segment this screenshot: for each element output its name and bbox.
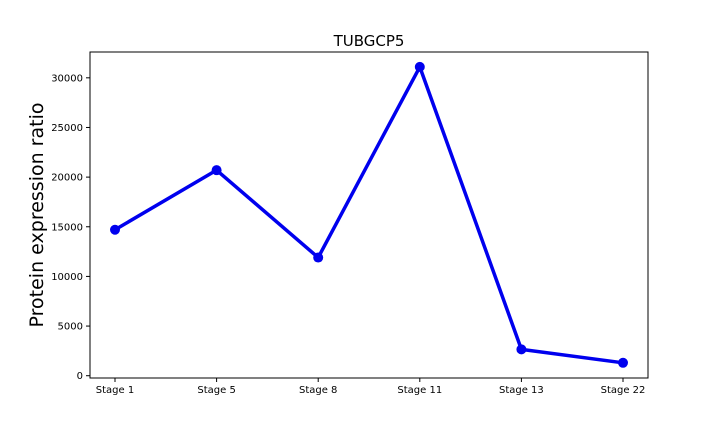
x-axis: Stage 1 Stage 5 Stage 8 Stage 11 Stage 13 Sta… (96, 378, 646, 396)
y-tick-label: 10000 (51, 272, 83, 283)
chart-title: TUBGCP5 (333, 32, 405, 50)
y-tick-label: 20000 (51, 173, 83, 184)
x-tick-label: Stage 8 (299, 385, 337, 396)
y-axis-label: Protein expression ratio (26, 103, 48, 328)
plot-area-frame (89, 51, 649, 379)
x-tick-label: Stage 5 (197, 385, 235, 396)
series-layer (110, 61, 628, 368)
data-point (618, 357, 628, 368)
y-tick-label: 15000 (51, 222, 83, 233)
y-tick-label: 0 (77, 371, 83, 382)
x-tick-label: Stage 1 (96, 385, 134, 396)
data-point (414, 61, 425, 72)
y-tick-label: 25000 (51, 123, 83, 134)
y-tick-label: 30000 (51, 73, 83, 84)
series-line (113, 65, 625, 365)
data-point (516, 344, 527, 355)
y-tick-label: 5000 (58, 322, 83, 333)
x-tick-label: Stage 13 (499, 385, 544, 396)
x-tick-label: Stage 11 (397, 385, 442, 396)
x-tick-label: Stage 22 (601, 385, 646, 396)
data-point (110, 224, 120, 235)
data-point (211, 165, 222, 176)
y-axis: 0 5000 10000 15000 20000 25000 30000 (51, 73, 90, 382)
data-point (313, 252, 324, 263)
